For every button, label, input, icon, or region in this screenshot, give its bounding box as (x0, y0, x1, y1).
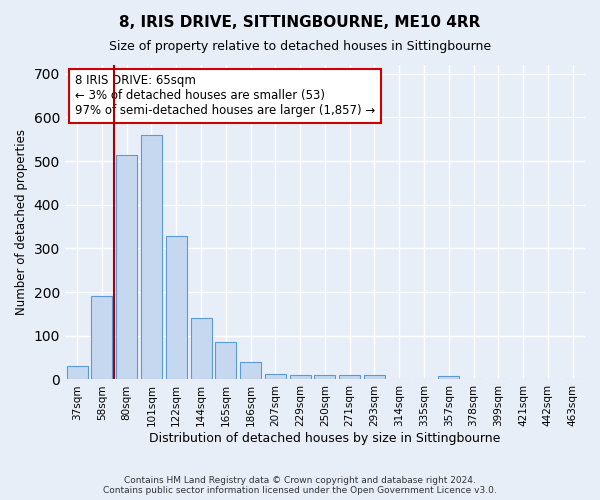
Bar (240, 362, 261, 380)
Text: Contains HM Land Registry data © Crown copyright and database right 2024.
Contai: Contains HM Land Registry data © Crown c… (103, 476, 497, 495)
Text: Size of property relative to detached houses in Sittingbourne: Size of property relative to detached ho… (109, 40, 491, 53)
Bar (265, 374, 286, 380)
Bar (67, 366, 88, 380)
Text: 8, IRIS DRIVE, SITTINGBOURNE, ME10 4RR: 8, IRIS DRIVE, SITTINGBOURNE, ME10 4RR (119, 15, 481, 30)
Bar (166, 236, 187, 380)
Bar (91, 296, 112, 380)
Bar (191, 318, 212, 380)
Bar (438, 376, 459, 380)
Bar (314, 375, 335, 380)
X-axis label: Distribution of detached houses by size in Sittingbourne: Distribution of detached houses by size … (149, 432, 500, 445)
Text: 8 IRIS DRIVE: 65sqm
← 3% of detached houses are smaller (53)
97% of semi-detache: 8 IRIS DRIVE: 65sqm ← 3% of detached hou… (75, 74, 376, 118)
Bar (339, 375, 360, 380)
Bar (141, 135, 162, 380)
Bar (290, 375, 311, 380)
Bar (116, 154, 137, 380)
Bar (364, 375, 385, 380)
Bar (215, 342, 236, 380)
Y-axis label: Number of detached properties: Number of detached properties (15, 129, 28, 315)
